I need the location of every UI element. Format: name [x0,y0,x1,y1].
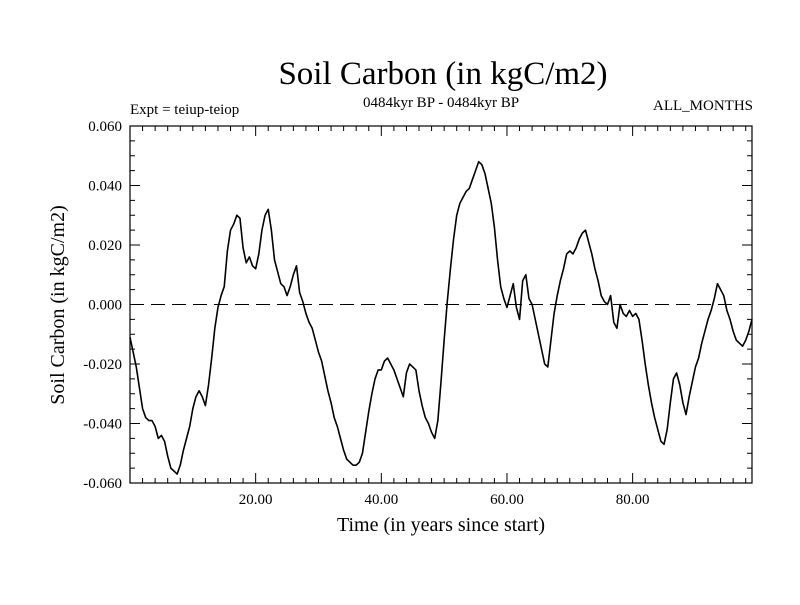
y-tick-label: 0.000 [88,298,122,314]
x-tick-label: 20.00 [239,492,273,508]
x-tick-label: 80.00 [616,492,650,508]
x-tick-label: 40.00 [364,492,398,508]
x-axis-label: Time (in years since start) [337,514,545,536]
months-label: ALL_MONTHS [653,98,753,114]
soil-carbon-series-line [129,160,753,475]
experiment-label: Expt = teiup-teiop [130,102,239,118]
y-tick-label: 0.040 [88,179,122,195]
y-axis-label: Soil Carbon (in kgC/m2) [47,205,69,404]
y-tick-label: -0.020 [83,357,122,373]
x-tick-label: 60.00 [490,492,524,508]
y-tick-label: -0.060 [83,476,122,492]
chart-title: Soil Carbon (in kgC/m2) [278,56,607,92]
y-tick-label: -0.040 [83,417,122,433]
y-tick-label: 0.020 [88,238,122,254]
chart-subtitle: 0484kyr BP - 0484kyr BP [363,95,519,111]
plot-frame [129,125,753,484]
y-tick-label: 0.060 [88,119,122,135]
x-axis-ticks: 20.00 40.00 60.00 80.00 [142,126,747,508]
